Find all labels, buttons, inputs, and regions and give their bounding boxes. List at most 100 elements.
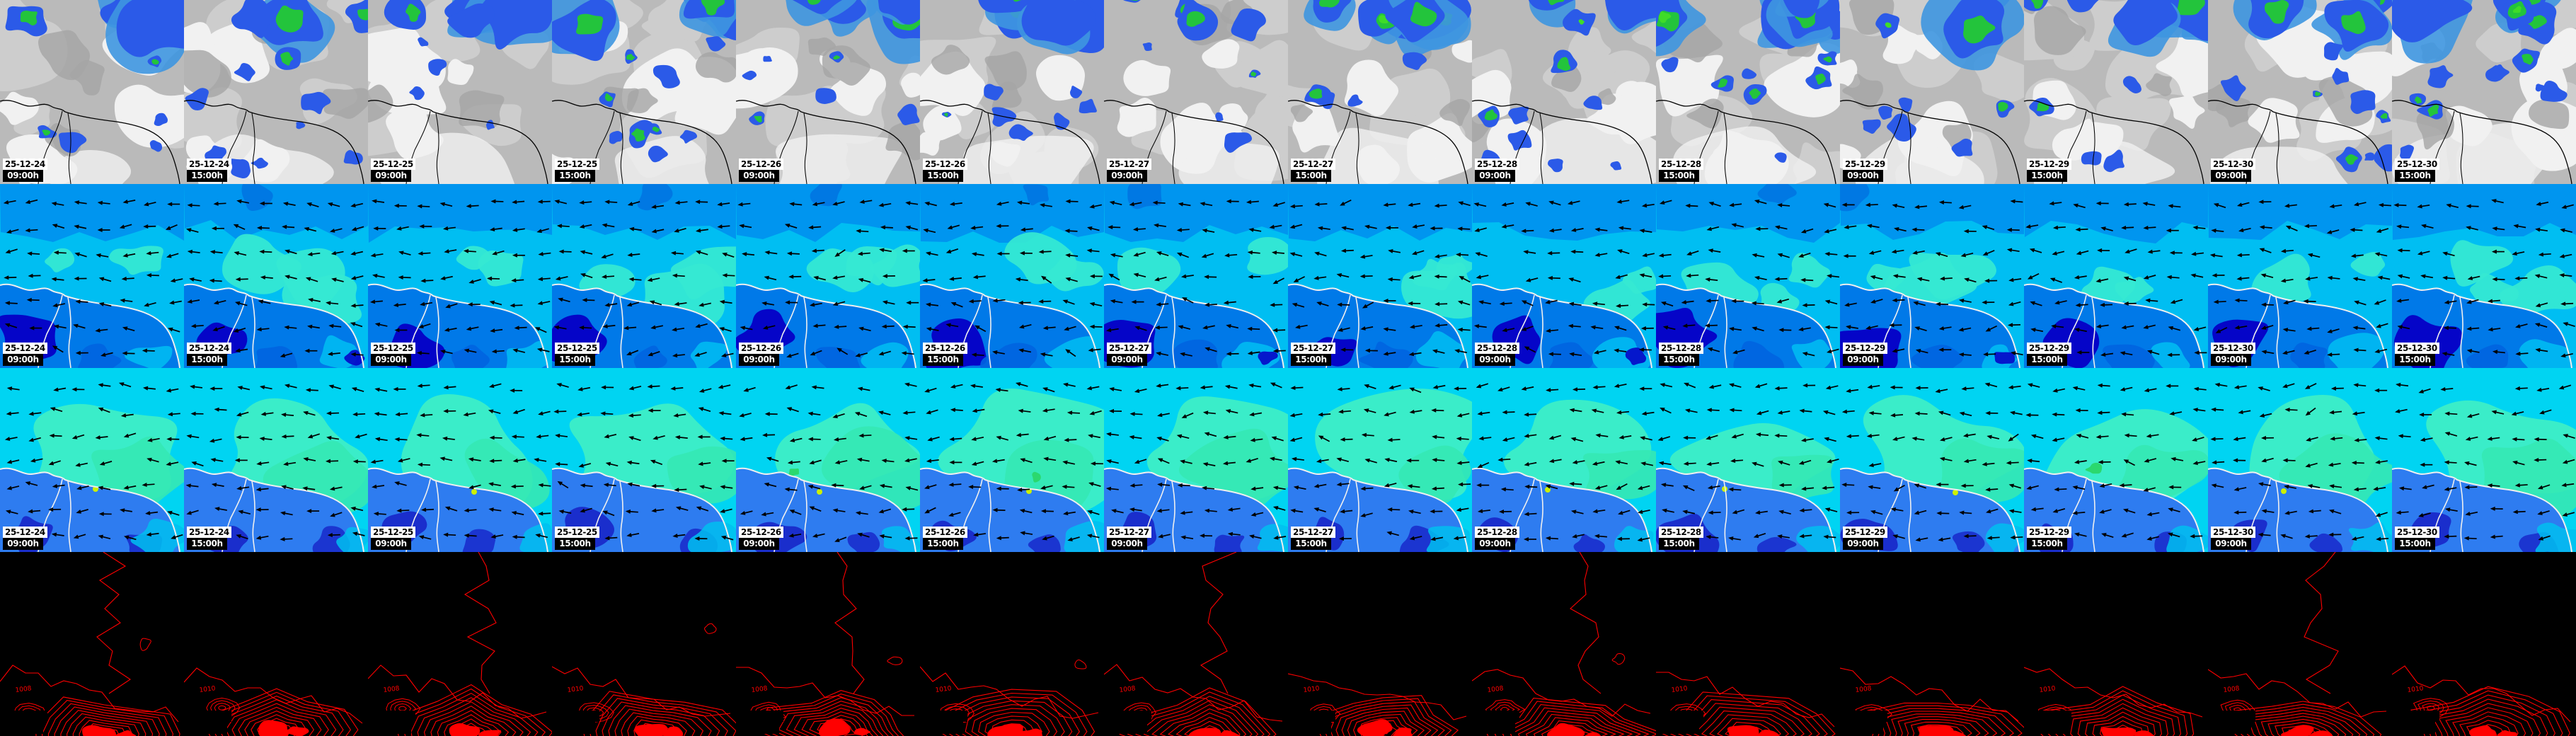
forecast-panel-wind-map-lower[interactable]: 25-12-25 15:00h: [552, 368, 736, 552]
forecast-panel-cloud-and-precipitation-map[interactable]: 25-12-24 09:00h: [0, 0, 184, 184]
wind-arrow-icon: [1774, 277, 1788, 282]
wind-arrow-icon: [2353, 202, 2367, 207]
forecast-panel-pressure-contour-map[interactable]: 1008 25-12-29 09:00h: [1840, 552, 2024, 736]
forecast-panel-cloud-and-precipitation-map[interactable]: 25-12-25 15:00h: [552, 0, 736, 184]
wind-arrow-icon: [1108, 225, 1121, 230]
wind-arrow-icon: [1639, 386, 1652, 391]
wind-arrow-icon: [306, 509, 320, 514]
wind-arrow-icon: [1892, 436, 1905, 441]
forecast-panel-wind-map-upper[interactable]: 25-12-26 15:00h: [920, 184, 1104, 368]
river: [1907, 481, 1911, 552]
forecast-panel-pressure-contour-map[interactable]: 1008 25-12-28 09:00h: [1472, 552, 1656, 736]
forecast-panel-wind-map-lower[interactable]: 25-12-28 09:00h: [1472, 368, 1656, 552]
coastline: [184, 283, 364, 368]
forecast-panel-cloud-and-precipitation-map[interactable]: 25-12-26 09:00h: [736, 0, 920, 184]
forecast-panel-wind-map-lower[interactable]: 25-12-27 15:00h: [1288, 368, 1472, 552]
wind-arrow-icon: [1960, 252, 1974, 258]
wind-arrow-icon: [1572, 460, 1585, 464]
wind-arrow-icon: [1065, 349, 1076, 357]
river: [435, 113, 439, 184]
forecast-panel-pressure-contour-map[interactable]: 1008 25-12-30 09:00h: [2208, 552, 2392, 736]
forecast-panel-pressure-contour-map[interactable]: 1008 25-12-24 09:00h: [0, 552, 184, 736]
wind-arrow-icon: [1271, 436, 1284, 442]
forecast-panel-wind-map-upper[interactable]: 25-12-25 15:00h: [552, 184, 736, 368]
forecast-panel-wind-map-upper[interactable]: 25-12-27 09:00h: [1104, 184, 1288, 368]
forecast-panel-cloud-and-precipitation-map[interactable]: 25-12-29 15:00h: [2024, 0, 2208, 184]
forecast-panel-cloud-and-precipitation-map[interactable]: 25-12-26 15:00h: [920, 0, 1104, 184]
wind-arrow-icon: [762, 432, 776, 437]
forecast-panel-wind-map-upper[interactable]: 25-12-29 09:00h: [1840, 184, 2024, 368]
forecast-panel-wind-map-upper[interactable]: 25-12-30 09:00h: [2208, 184, 2392, 368]
forecast-panel-wind-map-lower[interactable]: 25-12-30 15:00h: [2392, 368, 2576, 552]
forecast-panel-cloud-and-precipitation-map[interactable]: 25-12-29 09:00h: [1840, 0, 2024, 184]
forecast-panel-pressure-contour-map[interactable]: 1008 25-12-27 09:00h: [1104, 552, 1288, 736]
wind-arrow-icon: [2008, 301, 2021, 306]
forecast-panel-cloud-and-precipitation-map[interactable]: 25-12-27 09:00h: [1104, 0, 1288, 184]
forecast-panel-pressure-contour-map[interactable]: 1010 25-12-28 15:00h: [1656, 552, 1840, 736]
wind-arrow-icon: [350, 352, 364, 357]
forecast-panel-wind-map-upper[interactable]: 25-12-29 15:00h: [2024, 184, 2208, 368]
forecast-panel-pressure-contour-map[interactable]: 1008 25-12-25 09:00h: [368, 552, 552, 736]
forecast-panel-wind-map-lower[interactable]: 25-12-25 09:00h: [368, 368, 552, 552]
wind-arrow-icon: [51, 532, 64, 537]
forecast-panel-wind-map-lower[interactable]: 25-12-29 15:00h: [2024, 368, 2208, 552]
wind-arrow-icon: [1754, 275, 1767, 280]
forecast-panel-pressure-contour-map[interactable]: 1010 25-12-25 15:00h: [552, 552, 736, 736]
wind-arrow-icon: [145, 511, 159, 515]
forecast-panel-pressure-contour-map[interactable]: 1010 25-12-26 15:00h: [920, 552, 1104, 736]
forecast-panel-wind-map-lower[interactable]: 25-12-29 09:00h: [1840, 368, 2024, 552]
forecast-panel-wind-map-upper[interactable]: 25-12-24 09:00h: [0, 184, 184, 368]
forecast-panel-wind-map-upper[interactable]: 25-12-28 09:00h: [1472, 184, 1656, 368]
wind-arrow-icon: [74, 252, 87, 258]
forecast-panel-cloud-and-precipitation-map[interactable]: 25-12-30 15:00h: [2392, 0, 2576, 184]
forecast-panel-wind-map-upper[interactable]: 25-12-30 15:00h: [2392, 184, 2576, 368]
coastline: [2392, 467, 2572, 552]
forecast-panel-wind-map-lower[interactable]: 25-12-26 09:00h: [736, 368, 920, 552]
forecast-panel-pressure-contour-map[interactable]: 1010 25-12-24 15:00h: [184, 552, 368, 736]
forecast-panel-wind-map-upper[interactable]: 25-12-24 15:00h: [184, 184, 368, 368]
forecast-panel-wind-map-upper[interactable]: 25-12-28 15:00h: [1656, 184, 1840, 368]
forecast-panel-cloud-and-precipitation-map[interactable]: 25-12-24 15:00h: [184, 0, 368, 184]
forecast-panel-cloud-and-precipitation-map[interactable]: 25-12-27 15:00h: [1288, 0, 1472, 184]
wind-arrow-icon: [2398, 486, 2412, 491]
forecast-panel-wind-map-upper[interactable]: 25-12-26 09:00h: [736, 184, 920, 368]
wind-arrow-icon: [1223, 300, 1236, 305]
wind-arrow-icon: [2562, 459, 2575, 464]
forecast-panel-pressure-contour-map[interactable]: 1010 25-12-29 15:00h: [2024, 552, 2208, 736]
wind-arrow-icon: [1337, 302, 1350, 307]
forecast-panel-wind-map-upper[interactable]: 25-12-27 15:00h: [1288, 184, 1472, 368]
forecast-panel-cloud-and-precipitation-map[interactable]: 25-12-25 09:00h: [368, 0, 552, 184]
forecast-panel-pressure-contour-map[interactable]: 1010 25-12-30 15:00h: [2392, 552, 2576, 736]
wind-arrow-icon: [1751, 301, 1764, 306]
wind-arrow-icon: [1499, 509, 1512, 514]
wind-arrow-icon: [1458, 482, 1471, 487]
wind-arrow-icon: [304, 226, 317, 232]
wind-arrow-icon: [189, 277, 202, 282]
wind-arrow-icon: [1568, 323, 1581, 328]
forecast-panel-wind-map-lower[interactable]: 25-12-26 15:00h: [920, 368, 1104, 552]
forecast-panel-pressure-contour-map[interactable]: 1008 25-12-26 09:00h: [736, 552, 920, 736]
forecast-panel-wind-map-lower[interactable]: 25-12-28 15:00h: [1656, 368, 1840, 552]
forecast-panel-wind-map-lower[interactable]: 25-12-27 09:00h: [1104, 368, 1288, 552]
forecast-panel-wind-map-lower[interactable]: 25-12-24 15:00h: [184, 368, 368, 552]
wind-arrow-icon: [1891, 249, 1904, 254]
wind-arrow-icon: [1640, 326, 1654, 330]
wind-arrow-icon: [305, 277, 318, 282]
wind-arrow-icon: [2211, 483, 2224, 488]
forecast-panel-wind-map-lower[interactable]: 25-12-30 09:00h: [2208, 368, 2392, 552]
wind-arrow-icon: [834, 536, 847, 542]
wind-arrow-icon: [1383, 327, 1396, 332]
wind-arrow-icon: [1249, 412, 1263, 417]
forecast-panel-cloud-and-precipitation-map[interactable]: 25-12-30 09:00h: [2208, 0, 2392, 184]
panel-time-label: 15:00h: [2395, 169, 2435, 182]
wind-arrow-icon: [2030, 434, 2044, 439]
forecast-panel-wind-map-lower[interactable]: 25-12-24 09:00h: [0, 368, 184, 552]
river: [619, 297, 623, 368]
forecast-panel-cloud-and-precipitation-map[interactable]: 25-12-28 15:00h: [1656, 0, 1840, 184]
wind-arrow-icon: [2006, 248, 2020, 253]
forecast-panel-pressure-contour-map[interactable]: 1010 25-12-27 15:00h: [1288, 552, 1472, 736]
wind-arrow-icon: [945, 323, 959, 328]
forecast-panel-wind-map-upper[interactable]: 25-12-25 09:00h: [368, 184, 552, 368]
wind-arrow-icon: [1156, 437, 1169, 442]
forecast-panel-cloud-and-precipitation-map[interactable]: 25-12-28 09:00h: [1472, 0, 1656, 184]
